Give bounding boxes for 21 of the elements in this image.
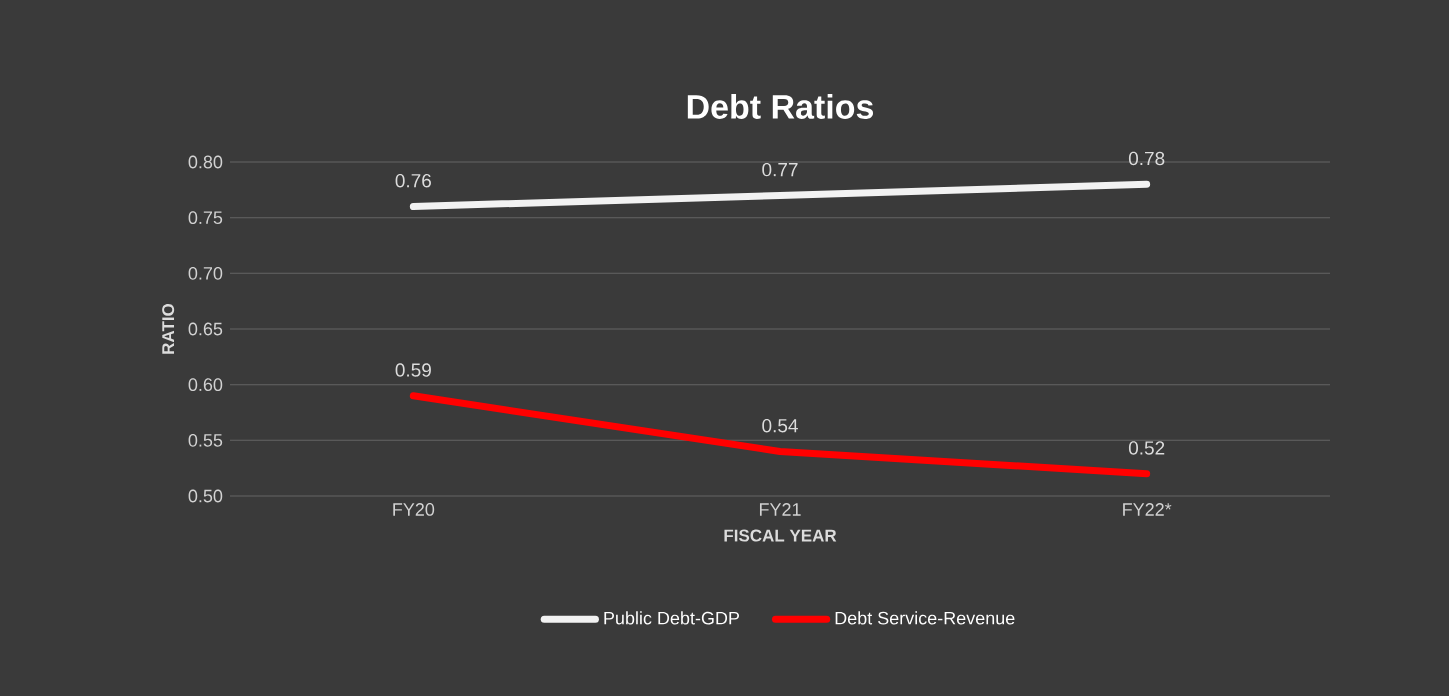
y-tick-label: 0.65 bbox=[188, 322, 223, 336]
y-tick-label: 0.75 bbox=[188, 211, 223, 225]
x-tick-label: FY21 bbox=[759, 503, 801, 516]
data-label: 0.78 bbox=[1128, 151, 1165, 166]
y-tick-label: 0.55 bbox=[188, 433, 223, 447]
y-tick-label: 0.50 bbox=[188, 489, 223, 503]
data-label: 0.59 bbox=[395, 363, 431, 377]
y-tick-label: 0.80 bbox=[188, 155, 223, 169]
x-tick-label: FY22* bbox=[1123, 503, 1172, 516]
legend-label: Public Debt-GDP bbox=[604, 611, 740, 625]
x-axis-title: FISCAL YEAR bbox=[724, 529, 837, 542]
y-tick-label: 0.60 bbox=[188, 378, 223, 392]
x-tick-label: FY20 bbox=[393, 503, 435, 516]
data-label: 0.77 bbox=[762, 162, 798, 177]
data-label: 0.52 bbox=[1128, 441, 1165, 455]
legend-label: Debt Service-Revenue bbox=[835, 611, 1015, 625]
y-axis-title: RATIO bbox=[162, 303, 175, 354]
data-label: 0.54 bbox=[762, 418, 798, 433]
data-label: 0.76 bbox=[395, 174, 431, 188]
chart-title: Debt Ratios bbox=[687, 93, 874, 119]
y-tick-label: 0.70 bbox=[188, 266, 223, 280]
